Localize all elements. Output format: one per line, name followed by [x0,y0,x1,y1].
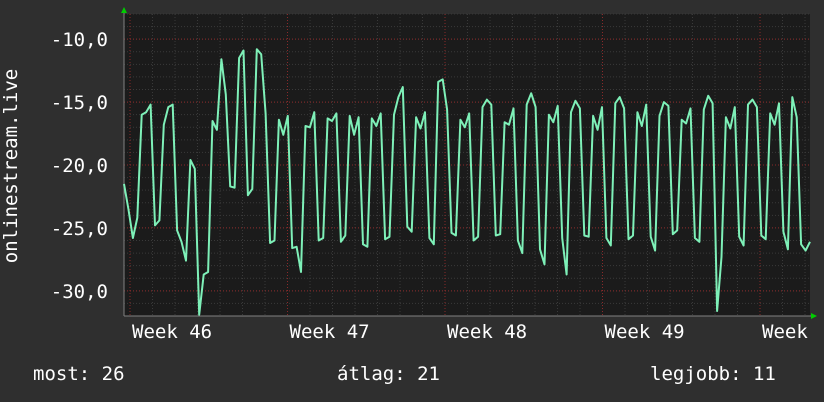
stat-average: átlag: 21 [337,362,440,386]
stat-average-value: 21 [417,363,440,385]
y-tick-label: -30,0 [51,281,108,303]
x-axis-ticks: Week 46 Week 47 Week 48 Week 49 Week [132,321,808,343]
grid-major [123,12,812,317]
stat-best-label: legjobb: [650,363,742,385]
stat-current: most: 26 [33,362,125,386]
stat-best-value: 11 [752,363,776,385]
y-axis-ticks: -10,0 -15,0 -20,0 -25,0 -30,0 [51,29,108,303]
x-tick-label: Week 49 [605,321,685,343]
x-tick-label: Week 47 [290,321,370,343]
series-line [123,48,811,316]
stat-best: legjobb: 11 [650,362,776,386]
y-tick-label: -10,0 [51,29,108,51]
stat-current-label: most: [33,363,91,385]
y-axis-arrow [121,7,127,13]
stat-current-value: 26 [101,363,125,385]
y-tick-label: -20,0 [51,155,108,177]
x-axis-arrow [811,313,817,319]
y-tick-label: -15,0 [51,92,108,114]
x-tick-label: Week 46 [132,321,212,343]
stat-average-label: átlag: [337,363,406,385]
y-axis-label: onlinestream.live [0,69,22,263]
series-group [123,48,811,316]
x-tick-label: Week 48 [447,321,527,343]
y-tick-label: -25,0 [51,218,108,240]
x-tick-label: Week [762,321,808,343]
